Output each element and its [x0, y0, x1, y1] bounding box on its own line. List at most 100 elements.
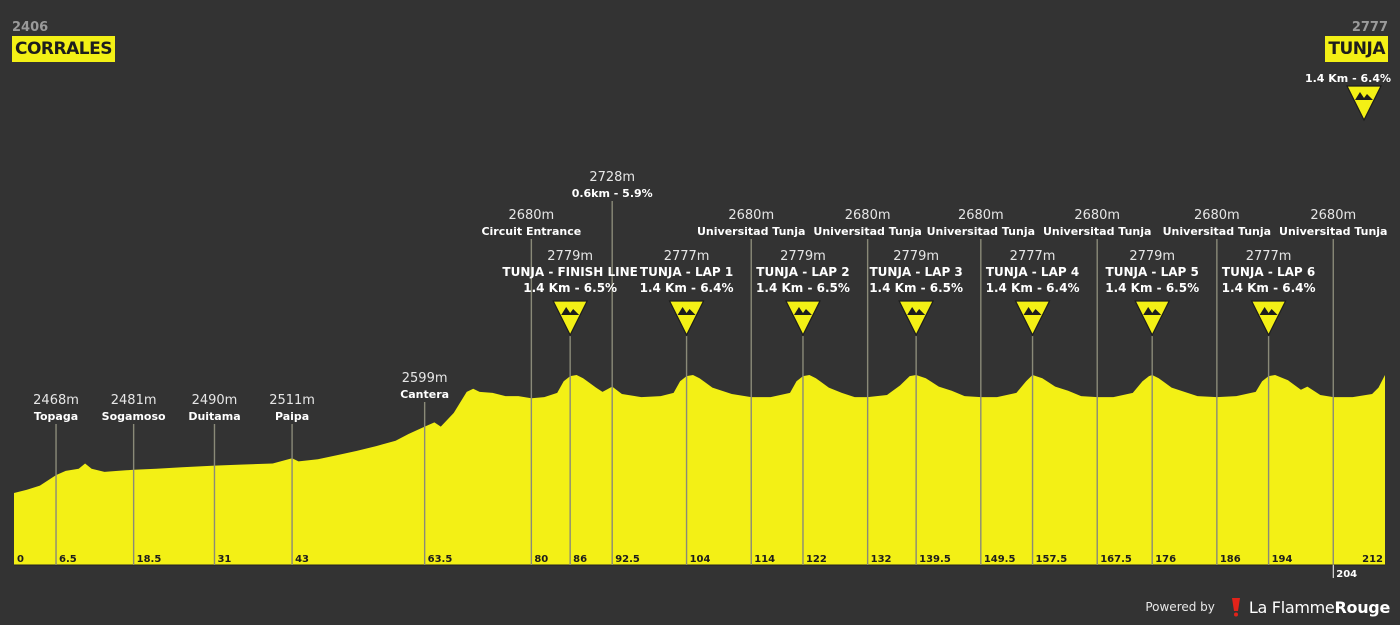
x-tick-label: 149.5 — [984, 554, 1016, 565]
climb-stats: 1.4 Km - 6.4% — [986, 281, 1080, 295]
brand-name-part1: La Flamme — [1248, 597, 1335, 617]
x-tick-label: 167.5 — [1100, 554, 1132, 565]
climb-icon — [668, 300, 705, 337]
climb-name: TUNJA - LAP 6 — [1222, 265, 1315, 279]
mountain-icon — [1259, 307, 1278, 315]
climb-triangle — [1250, 300, 1287, 337]
x-tick-label: 86 — [573, 554, 587, 565]
climb-name: TUNJA - LAP 1 — [640, 265, 733, 279]
mountain-icon — [561, 307, 580, 315]
profile-area — [14, 375, 1385, 565]
marker-altitude: 2680m — [728, 208, 774, 223]
flamme-rouge-logo-icon — [1231, 598, 1240, 617]
climb-icon — [898, 300, 935, 337]
climb-stats: 1.4 Km - 6.5% — [756, 281, 850, 295]
climb-altitude: 2777m — [664, 249, 710, 264]
marker-altitude: 2680m — [958, 208, 1004, 223]
marker-name: Topaga — [34, 410, 78, 423]
brand-name-part2: Rouge — [1334, 597, 1390, 617]
mountain-icon — [793, 307, 812, 315]
climb-altitude: 2779m — [780, 249, 826, 264]
x-tick-label: 122 — [806, 554, 827, 565]
end-altitude: 2777 — [1351, 20, 1388, 35]
climb-stats: 1.4 Km - 6.5% — [523, 281, 617, 295]
climb-stats: 1.4 Km - 6.5% — [1105, 281, 1199, 295]
marker-name: Duitama — [188, 410, 240, 423]
marker-name: Universitad Tunja — [1163, 225, 1271, 238]
start-name: CORRALES — [12, 36, 115, 62]
marker-name: Universitad Tunja — [1043, 225, 1151, 238]
marker-altitude: 2468m — [33, 393, 79, 408]
x-tick-label: 6.5 — [59, 554, 77, 565]
x-tick-label: 80 — [534, 554, 548, 565]
end-climb-stats: 1.4 Km - 6.4% — [1305, 72, 1391, 85]
start-altitude: 2406 — [12, 20, 49, 35]
x-tick-label: 92.5 — [615, 554, 640, 565]
marker-name: Paipa — [275, 410, 309, 423]
climb-name: TUNJA - LAP 4 — [986, 265, 1079, 279]
climb-triangle — [668, 300, 705, 337]
marker-name: Universitad Tunja — [813, 225, 921, 238]
marker-name: Universitad Tunja — [927, 225, 1035, 238]
marker-altitude: 2680m — [1194, 208, 1240, 223]
marker-altitude: 2599m — [402, 371, 448, 386]
climb-icon — [785, 300, 821, 337]
marker-altitude: 2680m — [508, 208, 554, 223]
climb-icon — [1134, 300, 1171, 337]
marker-name: Circuit Entrance — [481, 225, 581, 238]
marker-altitude: 2680m — [1310, 208, 1356, 223]
x-tick-label: 114 — [754, 554, 775, 565]
mountain-icon — [677, 307, 696, 315]
marker-name: Cantera — [400, 388, 449, 401]
powered-by-text: Powered by — [1145, 600, 1215, 614]
brand-name: La FlammeRouge — [1249, 598, 1390, 617]
x-tick-label: 104 — [690, 554, 711, 565]
climb-name: TUNJA - LAP 2 — [756, 265, 849, 279]
x-tick-label: 186 — [1220, 554, 1241, 565]
end-name: TUNJA — [1325, 36, 1388, 62]
climb-triangle — [1134, 300, 1171, 337]
climb-triangle — [898, 300, 935, 337]
climb-triangle — [1346, 85, 1382, 122]
mountain-icon — [1143, 307, 1162, 315]
mountain-icon — [1355, 92, 1373, 100]
mountain-icon — [907, 307, 926, 315]
x-tick-label: 31 — [217, 554, 231, 565]
marker-altitude: 2680m — [845, 208, 891, 223]
climb-icon — [1014, 300, 1051, 337]
x-tick-label: 157.5 — [1036, 554, 1068, 565]
marker-name: Sogamoso — [102, 410, 166, 423]
climb-triangle — [785, 300, 821, 337]
start-block: 2406 CORRALES — [12, 20, 115, 62]
climb-stats: 1.4 Km - 6.4% — [640, 281, 734, 295]
marker-name: 0.6km - 5.9% — [572, 187, 653, 200]
climb-name: TUNJA - LAP 3 — [869, 265, 962, 279]
mountain-icon — [1023, 307, 1042, 315]
marker-altitude: 2511m — [269, 393, 315, 408]
climb-stats: 1.4 Km - 6.4% — [1222, 281, 1316, 295]
climb-altitude: 2777m — [1246, 249, 1292, 264]
climb-name: TUNJA - LAP 5 — [1106, 265, 1199, 279]
marker-altitude: 2680m — [1074, 208, 1120, 223]
x-tick-label: 43 — [295, 554, 309, 565]
x-tick-label: 18.5 — [137, 554, 162, 565]
climb-triangle — [552, 300, 589, 337]
end-climb-icon — [1346, 85, 1382, 122]
marker-name: Universitad Tunja — [1279, 225, 1387, 238]
climb-altitude: 2779m — [893, 249, 939, 264]
climb-triangle — [1014, 300, 1051, 337]
marker-altitude: 2481m — [111, 393, 157, 408]
climb-name: TUNJA - FINISH LINE — [502, 265, 637, 279]
climb-altitude: 2779m — [547, 249, 593, 264]
x-tick-label: 63.5 — [428, 554, 453, 565]
end-block: 2777 TUNJA — [1325, 20, 1388, 62]
x-tick-label: 0 — [17, 554, 24, 565]
x-tick-label: 194 — [1272, 554, 1293, 565]
marker-altitude: 2490m — [192, 393, 238, 408]
x-tick-label: 176 — [1155, 554, 1176, 565]
climb-icon — [552, 300, 589, 337]
climb-stats: 1.4 Km - 6.5% — [869, 281, 963, 295]
x-tick-label: 132 — [871, 554, 892, 565]
marker-altitude: 2728m — [589, 170, 635, 185]
